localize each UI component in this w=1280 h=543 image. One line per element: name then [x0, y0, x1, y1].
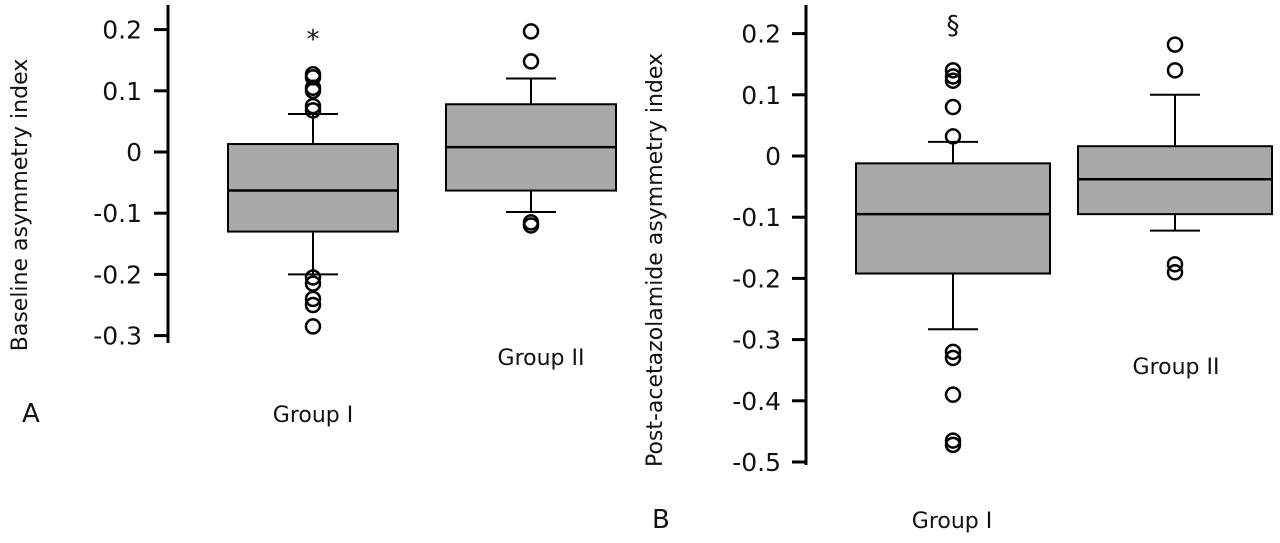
- panel-b-y-axis-title: Post-acetazolamide asymmetry index: [643, 53, 668, 467]
- panel-a-y-ticks: 0.2 0.1 0 -0.1 -0.2 -0.3: [93, 16, 168, 351]
- panel-b: Post-acetazolamide asymmetry index 0.20.…: [643, 5, 1273, 535]
- panel-b-group-1-outlier-point: [944, 128, 962, 145]
- panel-a-group-1-outlier-point: [304, 102, 322, 119]
- panel-b-group-1-outlier-point: [944, 62, 962, 79]
- panel-b-group-1-outlier-point: [944, 386, 962, 403]
- panel-b-boxes: §: [855, 11, 1273, 454]
- panel-a-tick-label: -0.2: [93, 260, 142, 289]
- panel-b-group-2-outlier-point: [1166, 264, 1184, 281]
- panel-a: Baseline asymmetry index 0.2 0.1 0 -0.1 -0.2…: [8, 5, 617, 429]
- panel-a-letter: A: [22, 399, 40, 429]
- panel-a-boxes: *: [227, 23, 617, 335]
- panel-a-group-1-outlier-point: [304, 296, 322, 314]
- panel-b-group-1-outlier-point: [944, 436, 962, 454]
- panel-b-group-1-outlier-point: [944, 72, 962, 89]
- panel-a-group-2-outlier-point: [522, 217, 540, 234]
- panel-b-group-1-significance-marker: §: [947, 11, 960, 41]
- panel-b-group-2-label: Group II: [1133, 355, 1220, 380]
- panel-b-y-ticks: 0.2 0.1 0 -0.1 -0.2 -0.3 -0.4 -0.5: [732, 20, 806, 477]
- panel-b-group-1-label: Group I: [912, 509, 992, 534]
- panel-b-group-2-outlier-point: [1166, 62, 1184, 79]
- panel-a-group-1-outlier-point: [304, 290, 322, 308]
- panel-b-tick-label: 0.1: [741, 81, 781, 110]
- panel-a-group-1-outlier-point: [304, 82, 322, 100]
- panel-b-tick-label: -0.5: [732, 448, 781, 477]
- panel-a-group-2-label: Group II: [498, 346, 585, 371]
- panel-b-letter: B: [652, 505, 670, 535]
- panel-b-group-2-outlier-point: [1166, 36, 1184, 53]
- panel-a-group-1-outlier-point: [304, 318, 322, 335]
- panel-a-group-1-label: Group I: [273, 403, 353, 428]
- panel-b-tick-label: 0: [765, 142, 781, 171]
- panel-b-group-1-outlier-point: [944, 343, 962, 361]
- panel-a-tick-label: -0.1: [93, 199, 142, 228]
- panel-b-tick-label: -0.3: [732, 326, 781, 355]
- panel-b-tick-label: -0.2: [732, 264, 781, 293]
- panel-a-group-2-outlier-point: [522, 53, 540, 70]
- panel-a-group-1-outlier-point: [304, 275, 322, 292]
- panel-a-tick-label: 0: [126, 138, 142, 167]
- panel-a-group-1-box: [227, 143, 399, 233]
- panel-b-tick-label: -0.4: [732, 387, 781, 416]
- panel-b-tick-label: -0.1: [732, 203, 781, 232]
- panel-a-tick-label: 0.1: [102, 77, 142, 106]
- panel-a-group-1-significance-marker: *: [307, 25, 320, 55]
- panel-b-tick-label: 0.2: [741, 20, 781, 49]
- panel-a-group-1-outlier-point: [304, 269, 322, 286]
- panel-a-group-2-outlier-point: [522, 23, 540, 40]
- panel-b-group-1-outlier-point: [944, 98, 962, 116]
- panel-a-y-axis-title: Baseline asymmetry index: [8, 59, 33, 352]
- panel-a-tick-label: -0.3: [93, 322, 142, 351]
- panel-a-tick-label: 0.2: [102, 16, 142, 45]
- panel-b-group-1-box: [855, 162, 1051, 275]
- panel-b-group-1-outlier-point: [944, 349, 962, 367]
- panel-b-group-2-outlier-point: [1166, 256, 1184, 273]
